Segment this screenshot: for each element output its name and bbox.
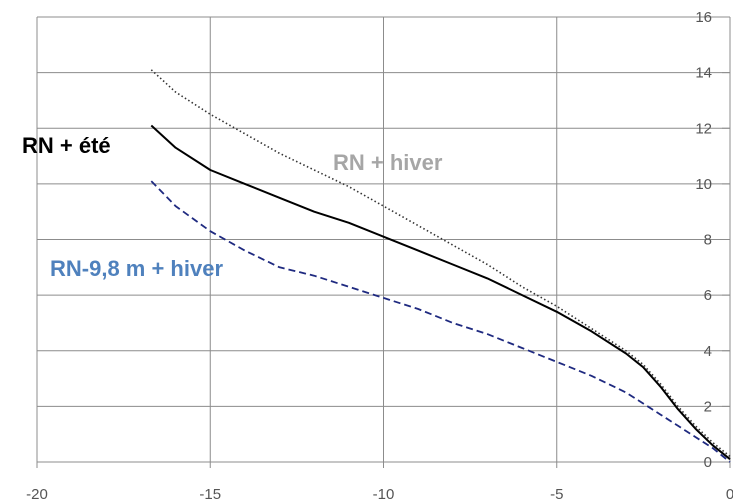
annotations: RN + été RN + hiver RN-9,8 m + hiver [22,133,443,281]
x-tick-label: -20 [26,486,48,503]
y-tick-label: 10 [695,176,712,193]
series-line-0 [150,124,731,460]
x-tick-label: 0 [726,486,733,503]
y-tick-label: 14 [695,65,712,82]
annotation-rn-ete: RN + été [22,133,111,158]
axes [36,16,731,468]
annotation-rn-hiver: RN + hiver [333,150,443,175]
y-tick-label: 16 [695,9,712,26]
series-line-1 [150,69,731,458]
x-tick-label: -15 [199,486,221,503]
x-tick-label: -10 [373,486,395,503]
annotation-rn-9-8m-hiver: RN-9,8 m + hiver [50,256,223,281]
grid [36,16,731,462]
y-tick-label: 2 [704,398,712,415]
y-tick-label: 12 [695,120,712,137]
y-tick-label: 8 [704,232,712,249]
series-lines [150,69,731,463]
y-tick-label: 4 [704,343,712,360]
y-tick-label: 0 [704,454,712,471]
series-line-2 [150,180,731,463]
x-tick-label: -5 [550,486,563,503]
y-tick-label: 6 [704,287,712,304]
tick-labels: 0 2 4 6 8 10 12 14 16 -20 -15 -10 -5 0 [26,9,733,503]
